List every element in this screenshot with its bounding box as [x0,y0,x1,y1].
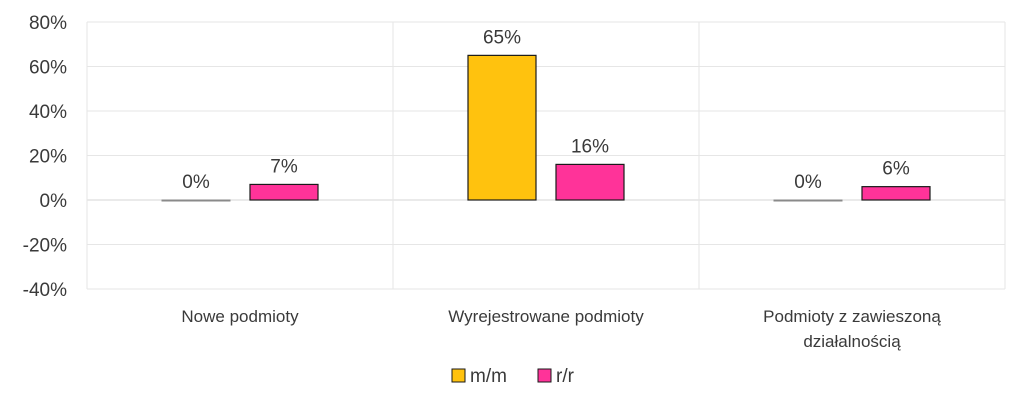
data-label: 16% [571,136,609,157]
category-label: działalnością [803,332,901,351]
data-label: 6% [882,159,910,180]
legend-swatch [537,368,552,383]
category-labels: Nowe podmioty Wyrejestrowane podmioty Podm… [181,307,941,351]
bar-r-r [861,186,931,201]
y-tick-label: 0% [40,191,68,212]
bar-r-r [249,183,319,201]
y-tick-label: 60% [29,58,67,79]
y-tick-label: 80% [29,13,67,34]
category-label: Nowe podmioty [181,307,299,326]
legend: m/m r/r [451,366,575,387]
data-labels: 0% 7% 65% 16% 0% 6% [182,27,910,193]
data-label: 65% [483,27,521,48]
y-tick-label: 40% [29,102,67,123]
bar-r-r [555,163,625,201]
data-label: 0% [794,172,822,193]
y-tick-label: -20% [23,236,67,257]
y-tick-label: -40% [23,280,67,301]
y-tick-label: 20% [29,147,67,168]
legend-swatch [451,368,466,383]
bars [161,54,931,202]
bar-m-m [467,54,537,201]
legend-label: r/r [556,366,575,387]
bar-m-m [161,199,231,202]
gridlines [86,21,1006,290]
category-label: Podmioty z zawieszoną [763,307,941,326]
bar-m-m [773,199,843,202]
category-label: Wyrejestrowane podmioty [448,307,644,326]
legend-label: m/m [470,366,507,387]
y-axis-ticks: 80% 60% 40% 20% 0% -20% -40% [23,13,67,301]
data-label: 7% [270,156,298,177]
data-label: 0% [182,172,210,193]
